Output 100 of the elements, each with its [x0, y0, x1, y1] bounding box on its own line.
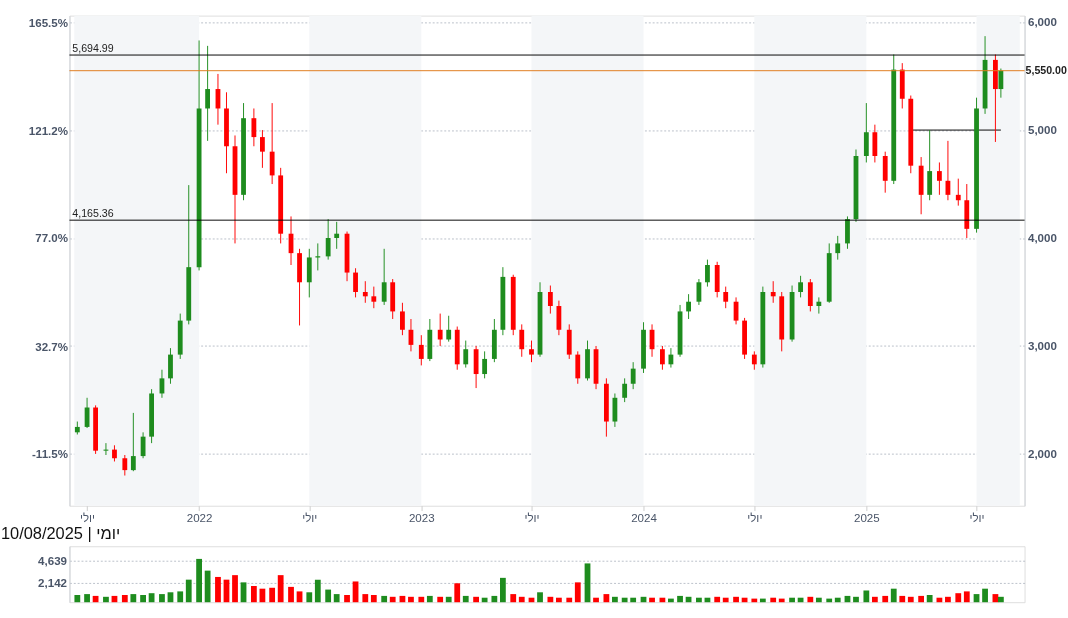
bar [807, 596, 814, 603]
bar [288, 586, 294, 603]
bar [733, 596, 739, 603]
candlestick [575, 350, 581, 385]
bar [426, 595, 433, 603]
bar [603, 594, 610, 603]
candlestick [686, 293, 691, 320]
bar [649, 597, 655, 603]
candlestick [325, 218, 331, 261]
candlestick [130, 412, 136, 472]
bar [204, 570, 211, 603]
bar [547, 596, 554, 603]
y-tick-label: 4,639 [38, 554, 68, 567]
bar [159, 594, 165, 603]
bar [890, 588, 897, 603]
bar [408, 596, 414, 603]
bar [593, 597, 599, 603]
candlestick [751, 350, 757, 371]
bar [955, 593, 962, 603]
x-tick-label: 2024 [631, 511, 658, 524]
bar [537, 592, 543, 603]
bar [612, 596, 618, 603]
bar [362, 594, 369, 603]
bar [333, 594, 340, 603]
bar [277, 575, 284, 603]
bar [130, 594, 137, 603]
bar [630, 597, 637, 603]
candlestick [381, 248, 387, 306]
bar [853, 596, 859, 603]
candlestick [122, 454, 128, 476]
bar [418, 596, 425, 603]
bar [462, 595, 469, 603]
candlestick [807, 278, 813, 312]
bar [196, 558, 202, 603]
candlestick [547, 285, 553, 315]
bar [491, 595, 498, 603]
bar [997, 596, 1004, 603]
candlestick [260, 129, 265, 169]
bar [871, 596, 878, 603]
candlestick [463, 340, 469, 369]
bar [344, 595, 350, 603]
x-tick-label: יולי [79, 511, 96, 524]
candlestick [353, 267, 358, 298]
bar [566, 597, 573, 603]
bar [556, 597, 562, 603]
x-tick-label: 2023 [408, 511, 435, 524]
bar [232, 575, 238, 603]
bar [103, 596, 109, 603]
bar [899, 595, 906, 603]
candlestick [529, 340, 534, 363]
candlestick [612, 392, 618, 428]
candlestick [936, 161, 942, 196]
bar [926, 595, 933, 603]
bar [621, 597, 628, 603]
candlestick [251, 108, 257, 147]
bar [677, 595, 683, 603]
candlestick [362, 280, 368, 304]
candlestick [400, 302, 405, 336]
y2-tick-label: 77.0% [35, 232, 69, 245]
candlestick [334, 221, 340, 250]
bar [325, 589, 332, 603]
candlestick [418, 334, 424, 366]
candlestick [168, 347, 173, 385]
x-tick-label: יולי [302, 511, 318, 524]
bar [982, 588, 988, 603]
bar [574, 582, 581, 603]
bar [140, 595, 146, 603]
bar [789, 597, 795, 603]
candlestick [723, 286, 729, 309]
bar [907, 596, 914, 603]
candlestick [705, 259, 710, 288]
x-tick-label: יולי [969, 511, 985, 524]
bar [381, 595, 388, 603]
candlestick [630, 361, 636, 390]
candlestick [315, 242, 321, 271]
x-tick-label: יולי [747, 511, 763, 524]
ref-line-label: 5,694.99 [72, 42, 114, 55]
bar [510, 594, 517, 603]
y-tick-label: 6,000 [1027, 16, 1057, 29]
candlestick [519, 323, 525, 358]
y2-tick-label: 165.5% [28, 16, 69, 29]
bar [185, 579, 192, 603]
bar [499, 577, 506, 603]
candlestick [835, 235, 841, 261]
bar [454, 583, 461, 603]
y-tick-label: 2,000 [1027, 448, 1057, 461]
bar [74, 595, 81, 603]
candlestick [927, 129, 933, 201]
candlestick [556, 300, 562, 336]
x-tick-label: יולי [524, 511, 540, 524]
bar [963, 591, 970, 603]
bar [481, 597, 488, 603]
bar [659, 597, 666, 603]
bar [714, 596, 721, 603]
bar [84, 594, 90, 603]
chart-title: יומי | 10/08/2025 [0, 523, 121, 542]
bar [269, 587, 276, 603]
candlestick [659, 345, 665, 371]
candlestick [482, 350, 488, 379]
y-tick-label: 3,000 [1027, 340, 1057, 353]
